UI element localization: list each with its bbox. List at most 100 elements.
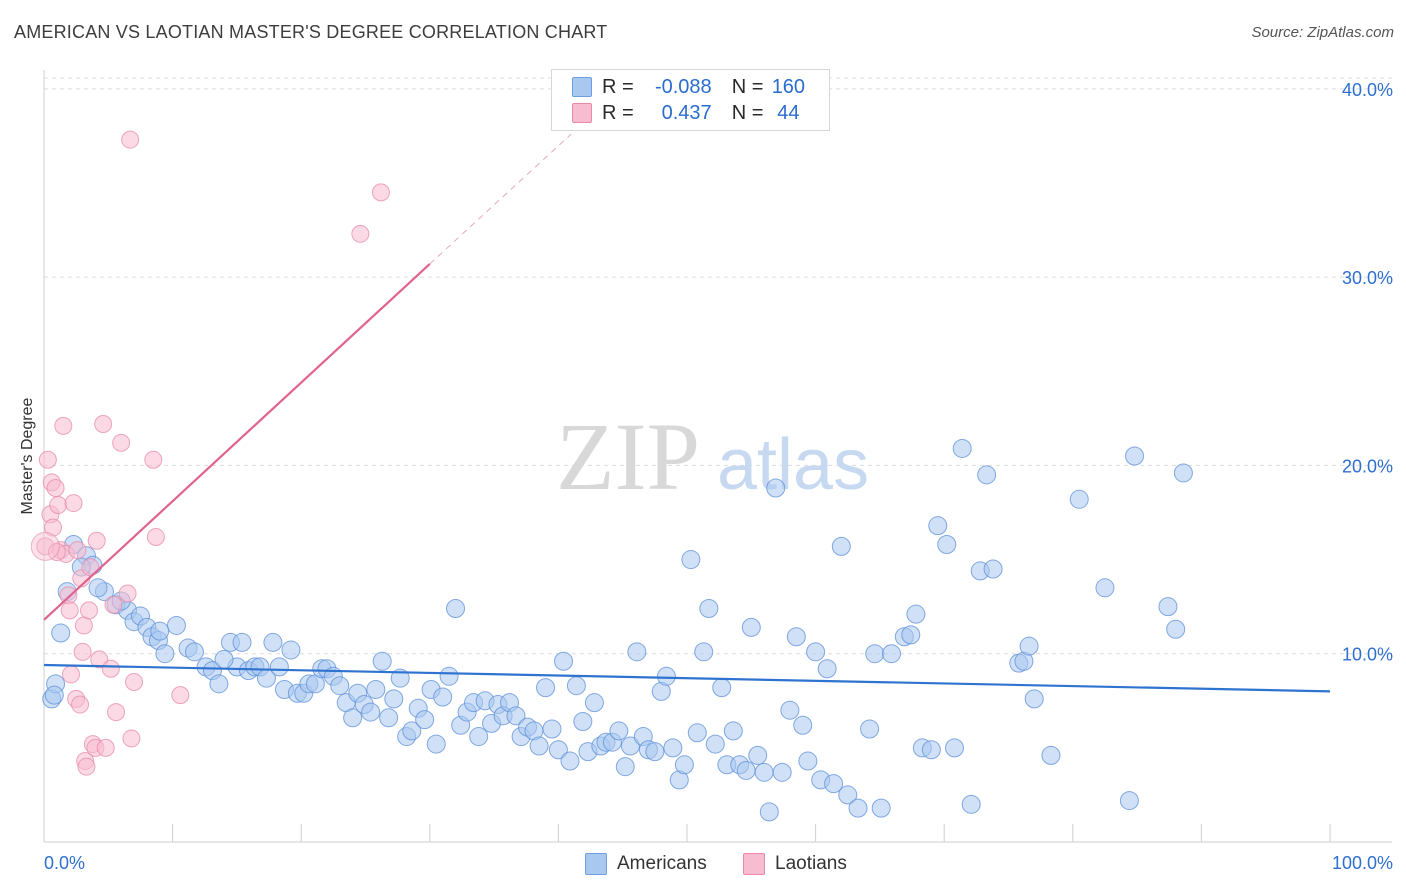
point-american	[402, 721, 422, 741]
point-american	[705, 734, 725, 754]
y-tick-label: 10.0%	[1342, 645, 1393, 665]
point-american	[529, 736, 549, 756]
grid-lines	[44, 77, 1392, 655]
trend-line-americans	[43, 663, 1331, 693]
point-american	[281, 640, 301, 660]
point-american	[901, 625, 921, 645]
point-american	[1158, 597, 1178, 617]
point-laotian	[54, 416, 73, 435]
point-laotian	[46, 479, 65, 498]
point-american	[366, 679, 386, 699]
point-american	[1173, 463, 1193, 483]
chart-title: AMERICAN VS LAOTIAN MASTER'S DEGREE CORR…	[14, 22, 608, 42]
point-laotian	[64, 494, 83, 513]
point-american	[817, 659, 837, 679]
point-american	[566, 676, 586, 696]
bottom-legend-americans: Americans	[585, 850, 707, 878]
point-american	[921, 740, 941, 760]
point-american	[214, 649, 234, 669]
correlation-legend: R = -0.088 N = 160 R = 0.437 N = 44	[551, 69, 830, 131]
point-american	[88, 578, 108, 598]
point-american	[554, 651, 574, 671]
point-american	[674, 755, 694, 775]
legend-n-label: N =	[731, 75, 764, 98]
point-american	[263, 632, 283, 652]
y-tick-label: 30.0%	[1342, 268, 1393, 288]
bottom-legend-swatch-laotians	[743, 853, 765, 875]
point-american	[928, 516, 948, 536]
point-american	[881, 644, 901, 664]
point-american	[209, 674, 229, 694]
point-american	[1125, 446, 1145, 466]
point-american	[848, 798, 868, 818]
point-american	[44, 685, 64, 705]
point-american	[780, 700, 800, 720]
point-laotian	[77, 757, 96, 776]
point-american	[694, 642, 714, 662]
point-american	[741, 617, 761, 637]
bottom-legend-laotians: Laotians	[743, 850, 847, 878]
point-american	[415, 710, 435, 730]
axis-labels: 10.0% 20.0% 30.0% 40.0% 0.0% 100.0% Master's D…	[19, 80, 1393, 873]
point-american	[1119, 791, 1139, 811]
point-laotian	[112, 433, 131, 452]
point-american	[1041, 745, 1061, 765]
point-american	[798, 751, 818, 771]
point-american	[379, 708, 399, 728]
point-american	[620, 736, 640, 756]
point-american	[426, 734, 446, 754]
point-american	[469, 727, 489, 747]
point-american	[831, 536, 851, 556]
legend-swatch-laotians	[572, 103, 592, 123]
point-american	[548, 740, 568, 760]
x-tick-label-max: 100.0%	[1332, 853, 1393, 873]
point-laotian	[371, 183, 390, 202]
point-laotian	[96, 738, 115, 757]
point-laotian	[71, 695, 90, 714]
point-laotian	[125, 672, 144, 691]
point-american	[184, 642, 204, 662]
point-american	[772, 762, 792, 782]
point-american	[372, 651, 392, 671]
point-laotian	[146, 527, 165, 546]
trend-line-laotians	[43, 263, 431, 621]
point-american	[865, 644, 885, 664]
x-tick-label-min: 0.0%	[44, 853, 85, 873]
point-american	[681, 550, 701, 570]
legend-row-laotians: R = 0.437 N = 44	[572, 101, 813, 125]
point-laotian	[87, 531, 106, 550]
point-american	[952, 438, 972, 458]
legend-n-value: 160	[771, 75, 806, 98]
point-american	[961, 794, 981, 814]
trend-lines	[43, 133, 1331, 693]
series-americans-points	[42, 438, 1193, 822]
y-axis-label: Master's Degree	[19, 397, 36, 514]
point-american	[1019, 636, 1039, 656]
point-laotian	[81, 558, 100, 577]
y-tick-label: 20.0%	[1342, 456, 1393, 476]
watermark-zip: ZIP	[556, 403, 700, 510]
point-american	[506, 706, 526, 726]
point-american	[166, 615, 186, 635]
point-american	[977, 465, 997, 485]
point-american	[1095, 578, 1115, 598]
bottom-legend-label: Laotians	[775, 853, 847, 874]
point-american	[361, 702, 381, 722]
point-american	[584, 693, 604, 713]
point-laotian	[49, 495, 68, 514]
point-american	[736, 760, 756, 780]
point-american	[723, 721, 743, 741]
legend-r-label: R =	[602, 101, 634, 124]
point-american	[536, 678, 556, 698]
point-american	[232, 632, 252, 652]
y-tick-label: 40.0%	[1342, 80, 1393, 100]
point-american	[609, 721, 629, 741]
point-american	[439, 666, 459, 686]
point-american	[446, 599, 466, 619]
point-american	[748, 745, 768, 765]
trend-line-laotians-extension	[429, 133, 572, 265]
legend-r-label: R =	[602, 75, 634, 98]
point-laotian	[44, 518, 63, 537]
point-american	[712, 678, 732, 698]
point-laotian	[144, 450, 163, 469]
